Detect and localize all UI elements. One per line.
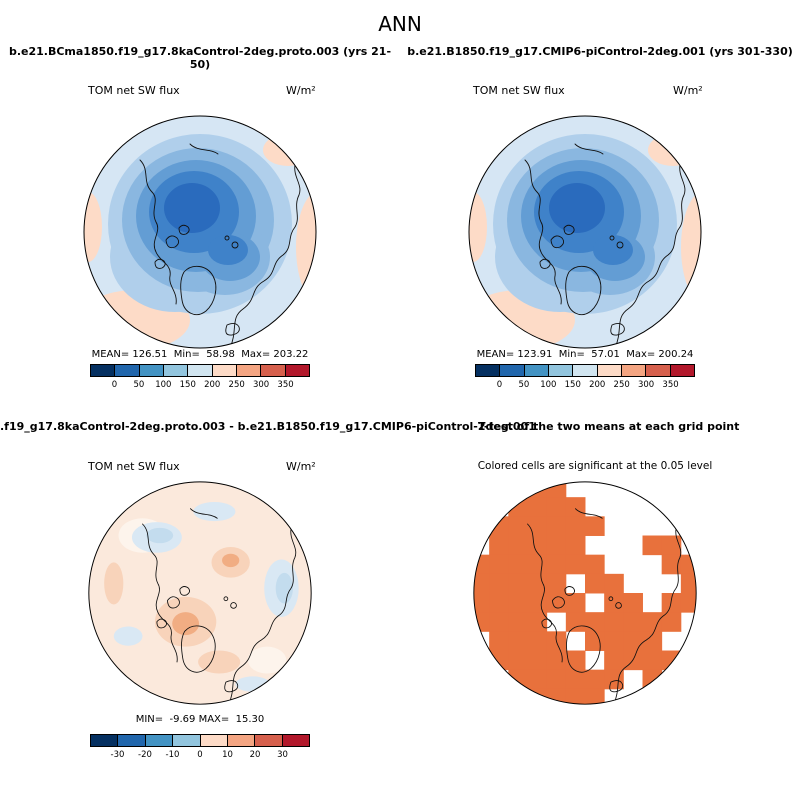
colorbar-tick-label: 50 (133, 380, 145, 390)
colorbar-tick-label: 300 (252, 380, 270, 390)
colorbar-tick-label: 100 (155, 380, 172, 390)
colorbar-segment (235, 365, 261, 376)
colorbar-segment (91, 735, 118, 746)
var-label-bottom-left: TOM net SW flux (88, 460, 180, 473)
colorbar-segment (281, 735, 309, 746)
map-top-left (83, 115, 317, 349)
colorbar-segment (523, 365, 548, 376)
colorbar-segment (596, 365, 621, 376)
units-label-top-left: W/m² (286, 84, 316, 97)
colorbar-tick-label: 200 (204, 380, 221, 390)
colorbar-segment (162, 365, 188, 376)
panel-title-top-right: b.e21.B1850.f19_g17.CMIP6-piControl-2deg… (407, 45, 793, 58)
colorbar-ticks-bottom-left: -30 -20 -10 0 10 20 30 (90, 750, 310, 762)
map-top-right-fills (469, 116, 701, 348)
colorbar-segment (645, 365, 670, 376)
colorbar-segment (91, 365, 115, 376)
colorbar-segment (144, 735, 173, 746)
colorbar-tick-label: 350 (662, 380, 679, 390)
colorbar-tick-label: 350 (277, 380, 294, 390)
colorbar-segment (476, 365, 500, 376)
colorbar-segment (117, 735, 145, 746)
colorbar-segment (620, 365, 646, 376)
colorbar-tick-label: 200 (589, 380, 606, 390)
colorbar-tick-label: -30 (110, 750, 125, 760)
var-label-top-right: TOM net SW flux (473, 84, 565, 97)
map-top-right (468, 115, 702, 349)
colorbar-tick-label: 30 (277, 750, 288, 760)
colorbar-segment (114, 365, 139, 376)
map-boundary-circle (88, 481, 312, 705)
map-top-left-fills (84, 116, 316, 348)
colorbar-tick-label: 150 (564, 380, 581, 390)
figure-title: ANN (378, 12, 422, 36)
panel-title-bottom-left: .f19_g17.8kaControl-2deg.proto.003 - b.e… (0, 420, 536, 433)
colorbar-tick-label: 0 (197, 750, 203, 760)
panel-title-bottom-right: T-test of the two means at each grid poi… (478, 420, 740, 433)
colorbar-segment (211, 365, 236, 376)
colorbar-segment (199, 735, 227, 746)
colorbar-tick-label: 0 (111, 380, 118, 390)
units-label-top-right: W/m² (673, 84, 703, 97)
colorbar-segment (499, 365, 524, 376)
colorbar-bottom-left (90, 734, 310, 747)
colorbar-segment (284, 365, 309, 376)
colorbar-tick-label: 250 (613, 380, 630, 390)
map-bottom-left (88, 481, 312, 705)
colorbar-segment (187, 365, 212, 376)
colorbar-tick-label: 150 (179, 380, 196, 390)
colorbar-tick-label: -20 (138, 750, 152, 760)
stats-bottom-left: MIN= -9.69 MAX= 15.30 (135, 714, 265, 725)
colorbar-tick-label: 50 (518, 380, 530, 390)
map-bottom-right (473, 481, 697, 705)
stats-top-left: MEAN= 126.51 Min= 58.98 Max= 203.22 (91, 349, 309, 360)
map-bottom-right-fills (473, 481, 697, 705)
stats-top-right: MEAN= 123.91 Min= 57.01 Max= 200.24 (476, 349, 694, 360)
colorbar-segment (669, 365, 694, 376)
map-bottom-left-fills (88, 481, 312, 705)
colorbar-tick-label: 250 (228, 380, 245, 390)
colorbar-top-left (90, 364, 310, 377)
colorbar-tick-label: 10 (222, 750, 233, 760)
var-label-top-left: TOM net SW flux (88, 84, 180, 97)
colorbar-segment (547, 365, 573, 376)
colorbar-ticks-top-left: 0 50 100 150 200 250 300 350 (90, 380, 310, 392)
significant-cells (473, 481, 697, 705)
map-boundary-circle (83, 115, 317, 349)
colorbar-segment (260, 365, 285, 376)
panel-title-top-left: b.e21.BCma1850.f19_g17.8kaControl-2deg.p… (8, 45, 392, 71)
colorbar-tick-label: 20 (249, 750, 261, 760)
units-label-bottom-left: W/m² (286, 460, 316, 473)
colorbar-ticks-top-right: 0 50 100 150 200 250 300 350 (475, 380, 695, 392)
colorbar-segment (254, 735, 282, 746)
significance-note: Colored cells are significant at the 0.0… (477, 460, 713, 472)
colorbar-tick-label: -10 (165, 750, 180, 760)
colorbar-tick-label: 0 (496, 380, 503, 390)
colorbar-top-right (475, 364, 695, 377)
colorbar-segment (172, 735, 200, 746)
map-boundary-circle (473, 481, 697, 705)
map-boundary-circle (468, 115, 702, 349)
colorbar-tick-label: 100 (540, 380, 557, 390)
colorbar-tick-label: 300 (637, 380, 655, 390)
colorbar-segment (226, 735, 255, 746)
colorbar-segment (138, 365, 163, 376)
colorbar-segment (572, 365, 597, 376)
